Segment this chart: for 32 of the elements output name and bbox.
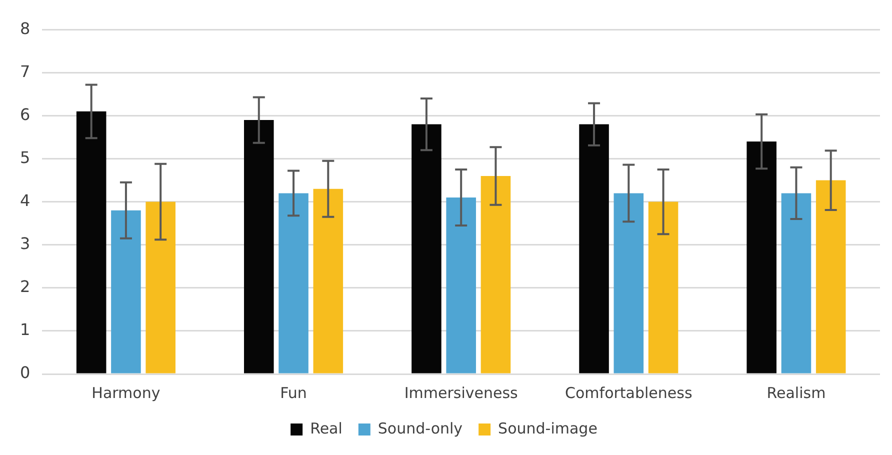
legend-label: Sound-only bbox=[378, 419, 463, 438]
legend-label: Real bbox=[310, 419, 342, 438]
y-tick-label: 8 bbox=[20, 18, 30, 38]
x-tick-label: Immersiveness bbox=[404, 384, 518, 402]
y-tick-label: 7 bbox=[20, 62, 30, 81]
bar bbox=[278, 193, 308, 374]
bar bbox=[781, 193, 812, 374]
bar bbox=[76, 111, 106, 374]
bar bbox=[579, 124, 609, 374]
bar bbox=[146, 202, 176, 374]
bar bbox=[614, 193, 644, 374]
bar bbox=[412, 124, 442, 374]
y-tick-label: 0 bbox=[20, 363, 30, 382]
x-tick-label: Fun bbox=[280, 384, 307, 402]
legend-label: Sound-image bbox=[498, 419, 598, 438]
x-tick-label: Comfortableness bbox=[565, 384, 692, 402]
bar bbox=[816, 180, 846, 374]
y-tick-label: 5 bbox=[20, 148, 30, 167]
y-tick-label: 1 bbox=[20, 320, 30, 340]
bar bbox=[111, 210, 141, 374]
y-tick-label: 2 bbox=[20, 277, 30, 296]
bar bbox=[746, 142, 776, 374]
y-tick-label: 4 bbox=[20, 190, 30, 210]
x-tick-label: Harmony bbox=[92, 384, 160, 402]
x-tick-label: Realism bbox=[766, 384, 826, 402]
bar bbox=[313, 188, 344, 374]
y-tick-label: 6 bbox=[20, 104, 30, 124]
bar bbox=[648, 202, 678, 374]
bar bbox=[244, 120, 274, 374]
y-tick-label: 3 bbox=[20, 234, 30, 254]
bar bbox=[480, 176, 511, 374]
bar bbox=[446, 197, 476, 374]
